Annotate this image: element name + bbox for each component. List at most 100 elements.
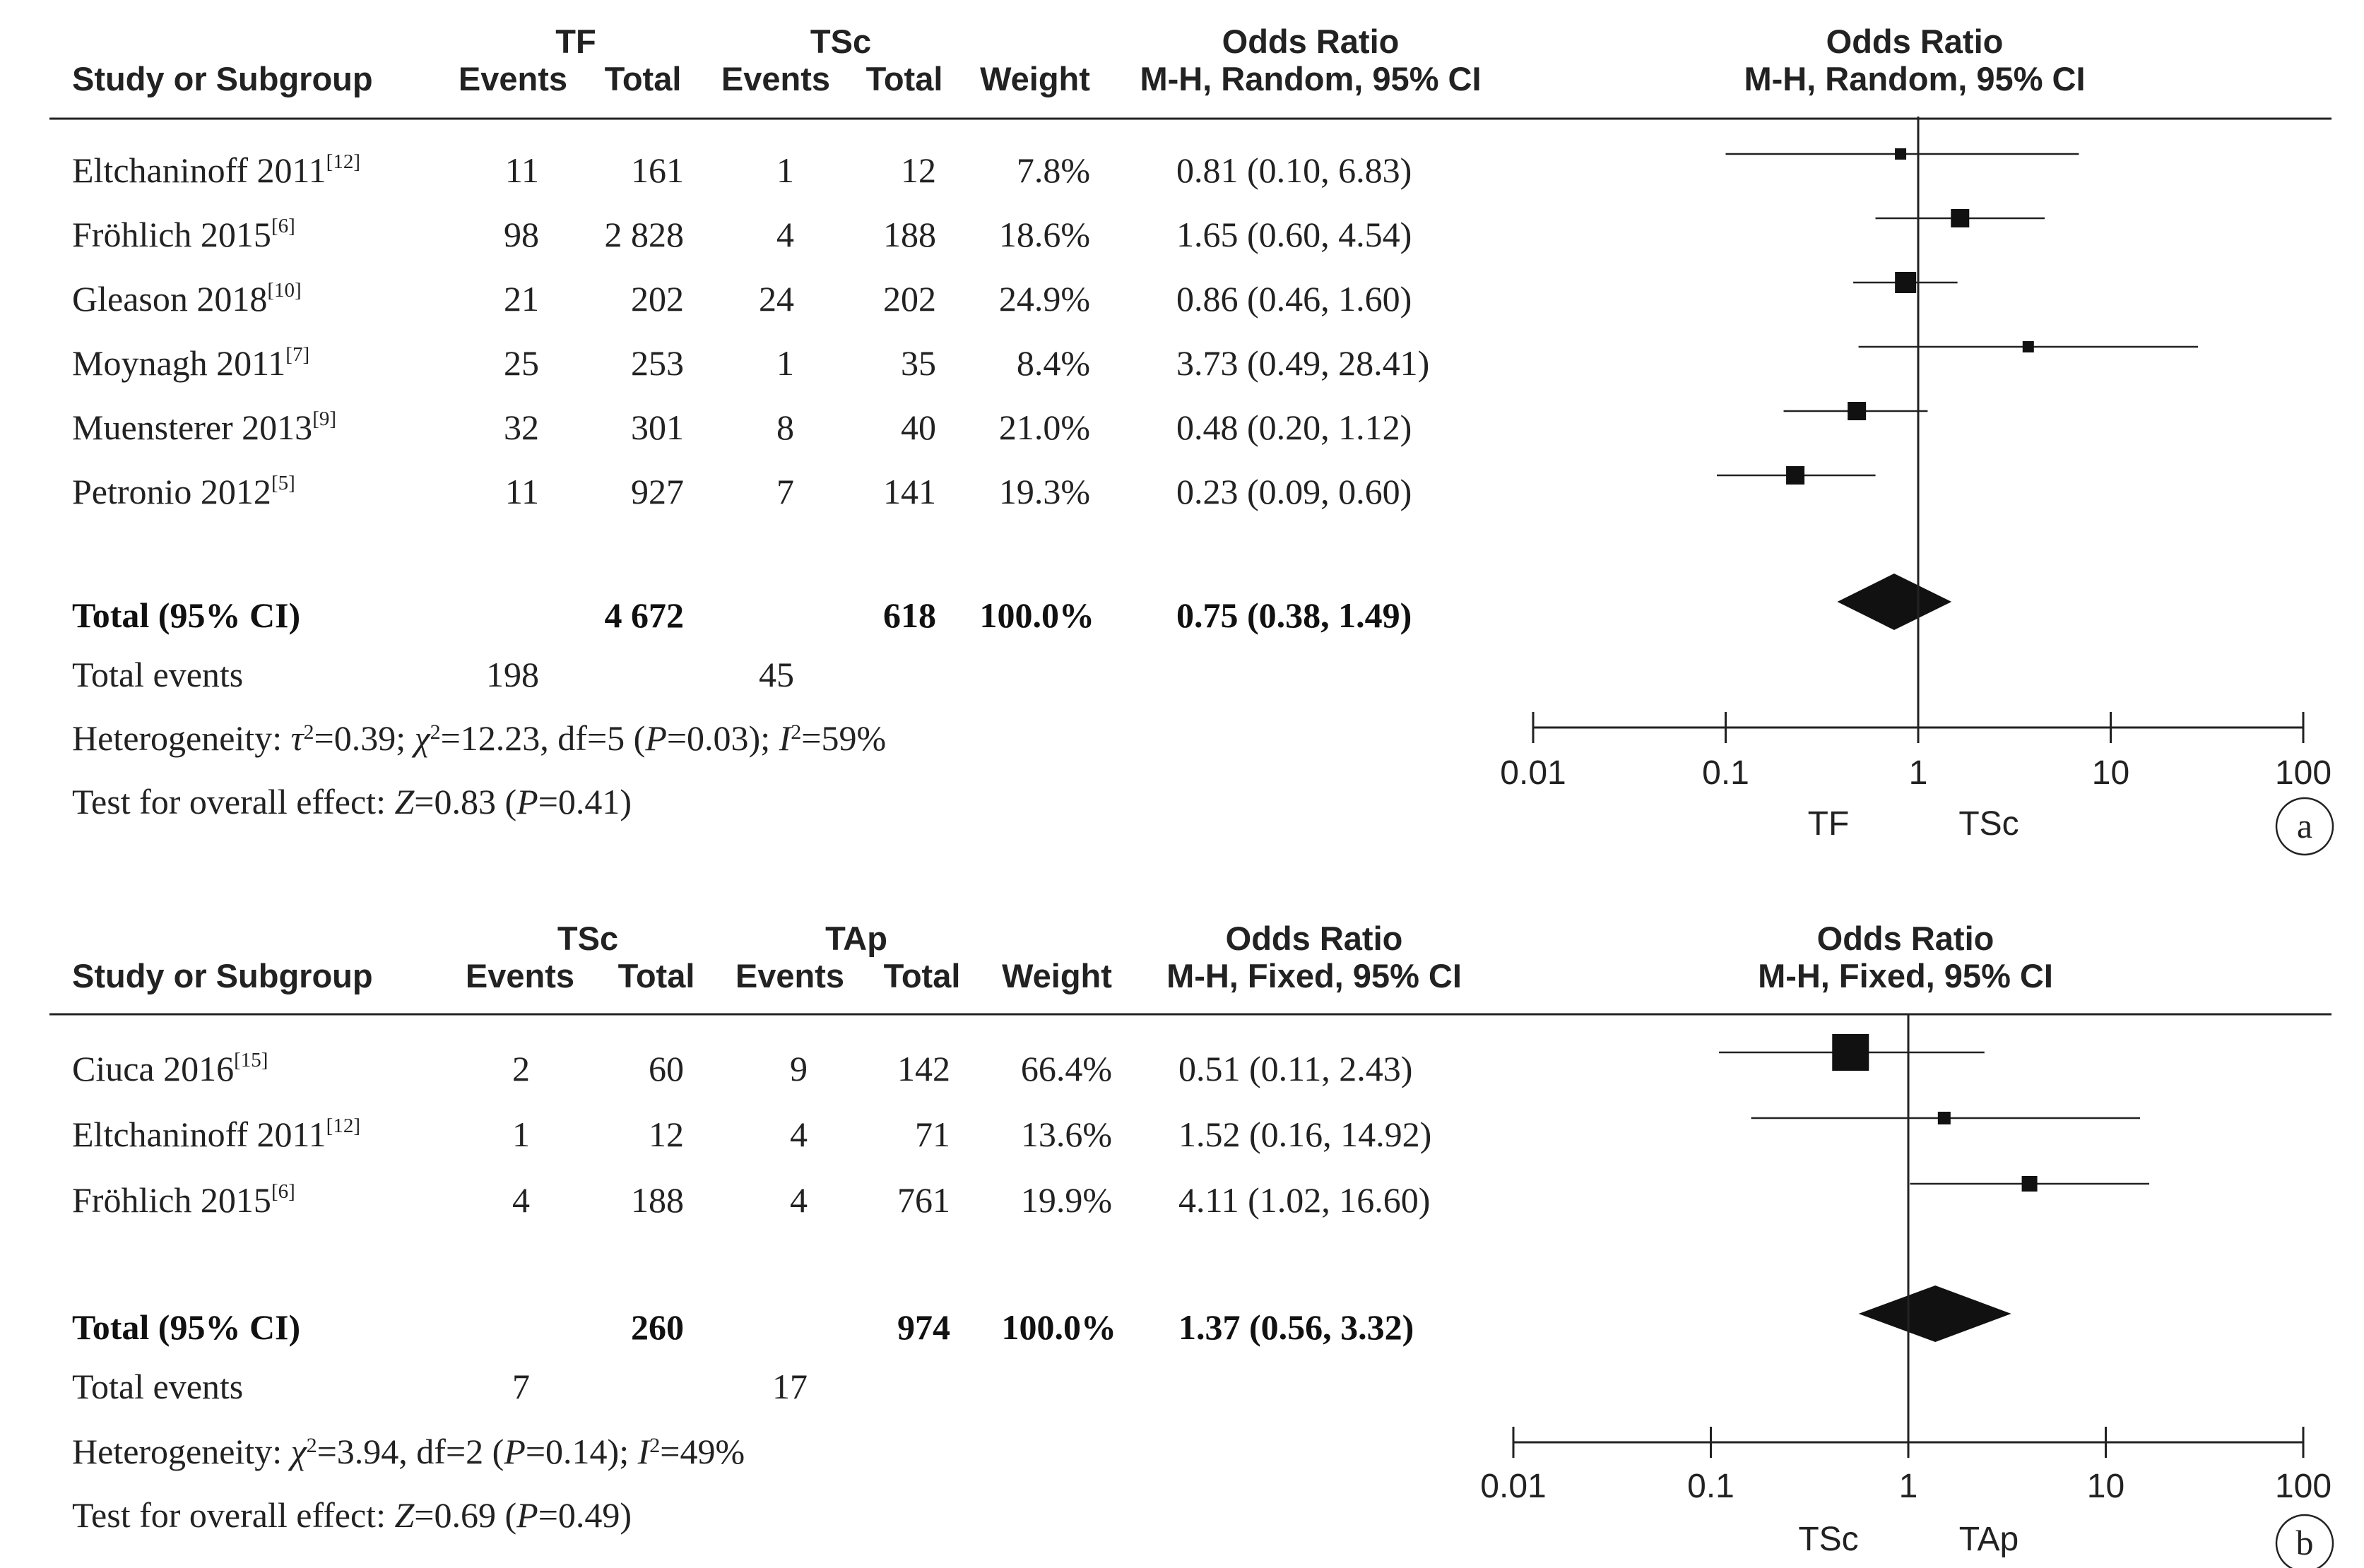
total2-cell: 202: [883, 279, 936, 319]
total2-cell: 40: [901, 408, 936, 447]
total1-cell: 301: [631, 408, 684, 447]
study-reference: [12]: [326, 1115, 360, 1137]
events2-cell: 24: [759, 279, 794, 319]
study-reference: [6]: [271, 1180, 295, 1203]
total1-cell: 202: [631, 279, 684, 319]
panel-a: TF TSc Odds Ratio Odds Ratio Study or Subgro…: [49, 23, 2334, 856]
x-tick-label: 10: [2087, 1468, 2124, 1505]
x-tick-label: 100: [2275, 1468, 2332, 1505]
events1-header: Events: [459, 60, 567, 97]
study-name: Eltchaninoff 2011[12]: [72, 1115, 360, 1154]
group1-header: TF: [555, 23, 596, 60]
favours-right-label: TAp: [1959, 1521, 2019, 1558]
x-tick-label: 100: [2275, 754, 2332, 792]
total-events2: 17: [772, 1367, 808, 1406]
events1-header: Events: [466, 957, 574, 994]
total-events-label: Total events: [72, 655, 243, 694]
heterogeneity-text: Heterogeneity: τ2=0.39; χ2=12.23, df=5 (…: [72, 718, 886, 758]
total-label: Total (95% CI): [72, 595, 300, 635]
total2-cell: 12: [901, 150, 936, 190]
plot-title: Odds Ratio: [1826, 23, 2004, 60]
odds-ratio-cell: 0.48 (0.20, 1.12): [1176, 408, 1412, 447]
events2-cell: 9: [790, 1049, 808, 1088]
events2-cell: 4: [776, 215, 794, 254]
total2-cell: 761: [897, 1180, 950, 1220]
total1-cell: 161: [631, 150, 684, 190]
overall-effect-text: Test for overall effect: Z=0.69 (P=0.49): [72, 1495, 632, 1535]
total2-cell: 142: [897, 1049, 950, 1088]
study-name-text: Fröhlich 2015: [72, 215, 271, 254]
or-method-header: M-H, Random, 95% CI: [1140, 60, 1481, 97]
total-weight: 100.0%: [980, 595, 1095, 635]
weight-header: Weight: [1002, 957, 1112, 994]
study-name-text: Petronio 2012: [72, 472, 271, 511]
total2-header: Total: [884, 957, 961, 994]
events1-cell: 32: [504, 408, 539, 447]
study-name-text: Ciuca 2016: [72, 1049, 234, 1088]
or-method-header: M-H, Fixed, 95% CI: [1166, 957, 1462, 994]
total-events-label: Total events: [72, 1367, 243, 1406]
pooled-estimate-diamond: [1837, 574, 1952, 630]
weight-cell: 7.8%: [1017, 150, 1090, 190]
total-events1: 198: [486, 655, 539, 694]
events1-cell: 4: [512, 1180, 530, 1220]
events1-cell: 21: [504, 279, 539, 319]
or-column-title: Odds Ratio: [1226, 920, 1403, 957]
panel-label-circle: [2275, 1514, 2334, 1568]
odds-ratio-cell: 1.65 (0.60, 4.54): [1176, 215, 1412, 254]
total1-cell: 188: [631, 1180, 684, 1220]
events1-cell: 98: [504, 215, 539, 254]
total1-header: Total: [605, 60, 682, 97]
study-name-text: Gleason 2018: [72, 279, 267, 319]
events2-cell: 8: [776, 408, 794, 447]
total2-sum: 618: [883, 595, 936, 635]
events2-header: Events: [721, 60, 830, 97]
weight-cell: 19.9%: [1021, 1180, 1112, 1220]
x-tick-label: 0.01: [1480, 1468, 1546, 1505]
study-column-header: Study or Subgroup: [72, 60, 373, 97]
total1-sum: 260: [631, 1307, 684, 1347]
study-name: Ciuca 2016[15]: [72, 1049, 268, 1088]
study-name-text: Eltchaninoff 2011: [72, 150, 326, 190]
x-tick-label: 1: [1909, 754, 1928, 792]
weight-cell: 24.9%: [999, 279, 1090, 319]
study-reference: [12]: [326, 150, 360, 173]
odds-ratio-cell: 4.11 (1.02, 16.60): [1178, 1180, 1430, 1220]
point-estimate-square: [1951, 209, 1970, 227]
plot-method-header: M-H, Random, 95% CI: [1744, 60, 2085, 97]
total2-cell: 35: [901, 343, 936, 383]
total-odds-ratio: 0.75 (0.38, 1.49): [1176, 595, 1412, 635]
point-estimate-square: [1786, 466, 1805, 485]
events2-cell: 4: [790, 1115, 808, 1154]
total-odds-ratio: 1.37 (0.56, 3.32): [1178, 1307, 1414, 1347]
or-column-title: Odds Ratio: [1222, 23, 1400, 60]
heterogeneity-text: Heterogeneity: χ2=3.94, df=2 (P=0.14); I…: [72, 1432, 745, 1471]
favours-right-label: TSc: [1958, 805, 2019, 843]
point-estimate-square: [1895, 148, 1907, 160]
group2-header: TSc: [810, 23, 871, 60]
events2-cell: 1: [776, 343, 794, 383]
weight-cell: 13.6%: [1021, 1115, 1112, 1154]
study-name: Petronio 2012[5]: [72, 472, 295, 511]
events1-cell: 11: [505, 150, 539, 190]
study-reference: [5]: [271, 472, 295, 494]
panel-label-circle: [2275, 797, 2334, 856]
weight-header: Weight: [980, 60, 1090, 97]
weight-cell: 18.6%: [999, 215, 1090, 254]
odds-ratio-cell: 3.73 (0.49, 28.41): [1176, 343, 1429, 383]
total2-sum: 974: [897, 1307, 950, 1347]
panel-b: TSc TAp Odds Ratio Odds Ratio Study or Subgr…: [49, 920, 2334, 1568]
point-estimate-square: [2021, 1176, 2038, 1192]
study-name: Muensterer 2013[9]: [72, 408, 336, 447]
study-name: Moynagh 2011[7]: [72, 343, 309, 383]
x-tick-label: 0.1: [1702, 754, 1749, 792]
events2-cell: 1: [776, 150, 794, 190]
favours-left-label: TSc: [1798, 1521, 1858, 1558]
total1-cell: 2 828: [605, 215, 685, 254]
study-name: Gleason 2018[10]: [72, 279, 302, 319]
events1-cell: 1: [512, 1115, 530, 1154]
point-estimate-square: [1848, 402, 1867, 420]
x-tick-label: 0.1: [1687, 1468, 1734, 1505]
